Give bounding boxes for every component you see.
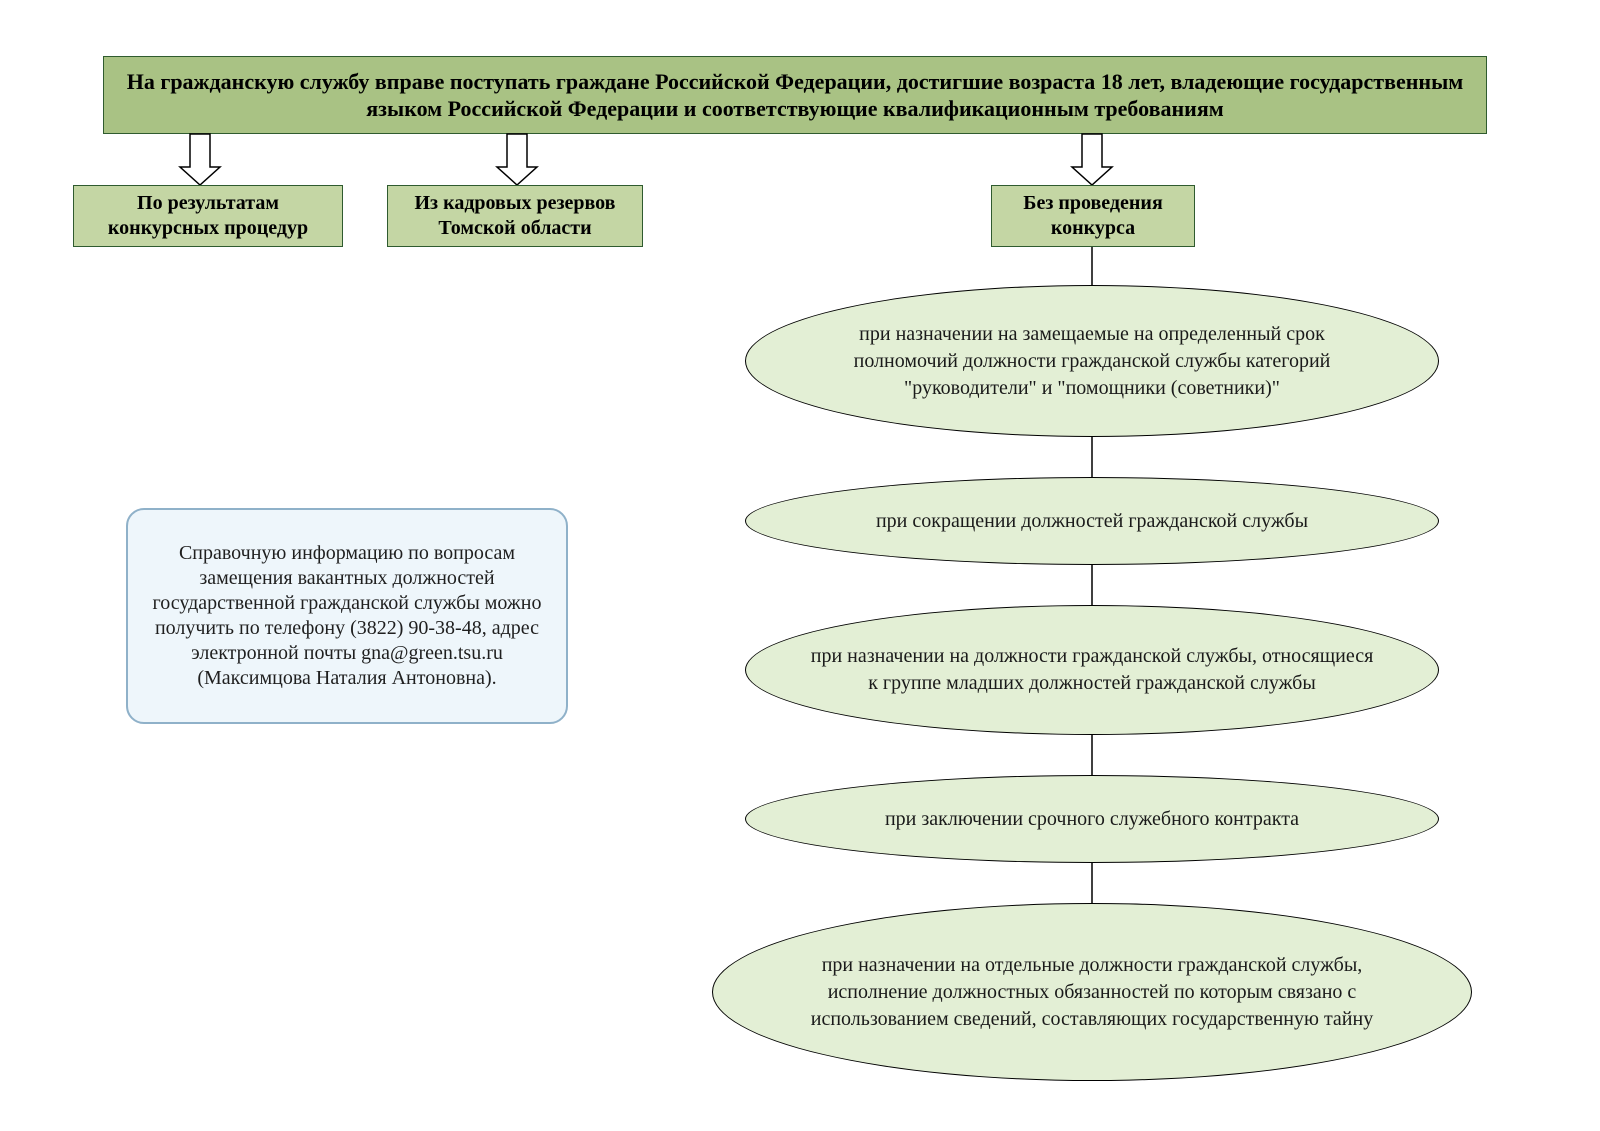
down-arrow-icon xyxy=(1072,134,1112,185)
branch-reserve: Из кадровых резервов Томской области xyxy=(387,185,643,247)
header-box: На гражданскую службу вправе поступать г… xyxy=(103,56,1487,134)
ellipse-e2: при сокращении должностей гражданской сл… xyxy=(745,477,1439,565)
ellipse-text: при назначении на должности гражданской … xyxy=(806,643,1378,697)
down-arrow-icon xyxy=(497,134,537,185)
branch-competitive: По результатам конкурсных процедур xyxy=(73,185,343,247)
header-text: На гражданскую службу вправе поступать г… xyxy=(118,68,1472,123)
ellipse-e1: при назначении на замещаемые на определе… xyxy=(745,285,1439,437)
ellipse-text: при сокращении должностей гражданской сл… xyxy=(876,508,1308,535)
branch-label: конкурсных процедур xyxy=(108,217,308,239)
branch-label: Из кадровых резервов xyxy=(415,192,616,214)
branch-label: По результатам xyxy=(137,192,279,214)
branch-arrows xyxy=(0,0,1600,300)
info-text: Справочную информацию по вопросам замеще… xyxy=(148,541,546,691)
ellipse-text: при назначении на отдельные должности гр… xyxy=(773,952,1411,1033)
ellipse-text: при заключении срочного служебного контр… xyxy=(885,806,1299,833)
branch-label: конкурса xyxy=(1051,217,1135,239)
branch-label: Томской области xyxy=(438,217,591,239)
down-arrow-icon xyxy=(180,134,220,185)
info-box: Справочную информацию по вопросам замеще… xyxy=(126,508,568,724)
flowchart-canvas: На гражданскую службу вправе поступать г… xyxy=(0,0,1600,1131)
ellipse-e4: при заключении срочного служебного контр… xyxy=(745,775,1439,863)
branch-label: Без проведения xyxy=(1023,192,1163,214)
branch-no-competition: Без проведения конкурса xyxy=(991,185,1195,247)
ellipse-e3: при назначении на должности гражданской … xyxy=(745,605,1439,735)
ellipse-text: при назначении на замещаемые на определе… xyxy=(806,321,1378,402)
ellipse-e5: при назначении на отдельные должности гр… xyxy=(712,903,1472,1081)
